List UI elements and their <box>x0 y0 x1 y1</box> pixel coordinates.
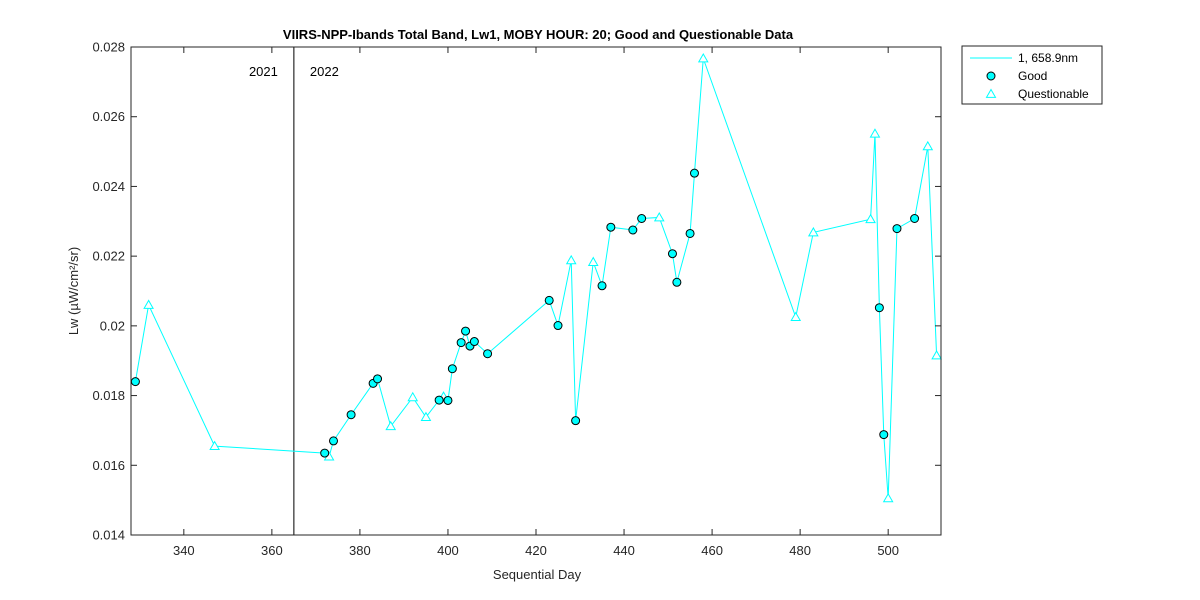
y-tick-label: 0.014 <box>92 528 125 543</box>
good-point <box>689 168 699 178</box>
good-point <box>130 377 140 387</box>
year-label-2022: 2022 <box>310 64 339 79</box>
chart-title: VIIRS-NPP-Ibands Total Band, Lw1, MOBY H… <box>283 27 794 42</box>
good-point <box>892 224 902 234</box>
x-tick-label: 500 <box>877 543 899 558</box>
questionable-point <box>882 492 894 503</box>
x-tick-label: 380 <box>349 543 371 558</box>
questionable-point <box>869 128 881 138</box>
x-tick-label: 400 <box>437 543 459 558</box>
questionable-point <box>807 226 819 237</box>
plot-area <box>130 47 942 535</box>
good-point <box>544 295 554 305</box>
good-point <box>461 326 471 336</box>
y-tick-label: 0.026 <box>92 109 125 124</box>
good-point <box>320 448 330 458</box>
year-label-2021: 2021 <box>249 64 278 79</box>
good-point <box>874 303 884 313</box>
questionable-point <box>790 311 802 322</box>
x-tick-label: 360 <box>261 543 283 558</box>
questionable-point <box>697 52 709 63</box>
good-point <box>910 213 920 223</box>
legend-questionable-marker <box>985 88 997 98</box>
good-point <box>346 410 356 420</box>
questionable-point <box>420 411 432 422</box>
questionable-point <box>865 213 876 224</box>
y-tick-label: 0.02 <box>100 318 125 333</box>
legend-label: Questionable <box>1018 87 1089 101</box>
good-point <box>685 228 695 238</box>
good-point <box>637 213 647 223</box>
legend-box <box>961 45 1103 105</box>
questionable-point <box>587 256 599 266</box>
questionable-point <box>653 211 665 222</box>
questionable-point <box>143 299 154 309</box>
y-tick-label: 0.028 <box>92 40 125 55</box>
questionable-point <box>407 391 419 402</box>
x-axis-title: Sequential Day <box>493 567 582 582</box>
good-point <box>879 430 889 440</box>
y-axis-title: Lw (µW/cm²/sr) <box>66 247 81 335</box>
good-point <box>597 281 607 291</box>
y-tick-label: 0.024 <box>92 179 125 194</box>
questionable-point <box>565 254 577 265</box>
questionable-point <box>931 349 942 360</box>
legend: 1, 658.9nm Good Questionable <box>961 45 1103 105</box>
x-tick-label: 440 <box>613 543 635 558</box>
good-point <box>329 436 338 446</box>
good-point <box>469 337 479 347</box>
axis-ticks: 340 360 380 400 420 440 460 480 500 0.014 0.016 0.0… <box>92 40 941 558</box>
x-tick-label: 340 <box>173 543 195 558</box>
good-point <box>456 338 466 348</box>
good-point <box>672 277 682 287</box>
good-point <box>443 395 453 405</box>
good-point <box>483 349 493 359</box>
plot-frame <box>130 46 942 536</box>
questionable-point <box>209 440 221 450</box>
good-point <box>606 222 616 232</box>
x-tick-label: 480 <box>789 543 811 558</box>
y-tick-label: 0.022 <box>92 249 125 264</box>
y-tick-label: 0.018 <box>92 388 125 403</box>
good-point <box>373 374 383 384</box>
good-point <box>434 395 444 405</box>
questionable-point <box>922 140 934 151</box>
good-point <box>667 249 677 259</box>
good-point <box>553 321 563 331</box>
x-tick-label: 460 <box>701 543 723 558</box>
legend-label: 1, 658.9nm <box>1018 51 1078 65</box>
questionable-point <box>385 420 397 431</box>
legend-label: Good <box>1018 69 1047 83</box>
series-line-658-9nm <box>134 58 938 499</box>
good-point <box>628 225 638 235</box>
good-point <box>447 364 457 374</box>
y-tick-label: 0.016 <box>92 458 125 473</box>
good-point <box>571 416 581 426</box>
legend-good-marker <box>986 71 996 81</box>
x-tick-label: 420 <box>525 543 547 558</box>
